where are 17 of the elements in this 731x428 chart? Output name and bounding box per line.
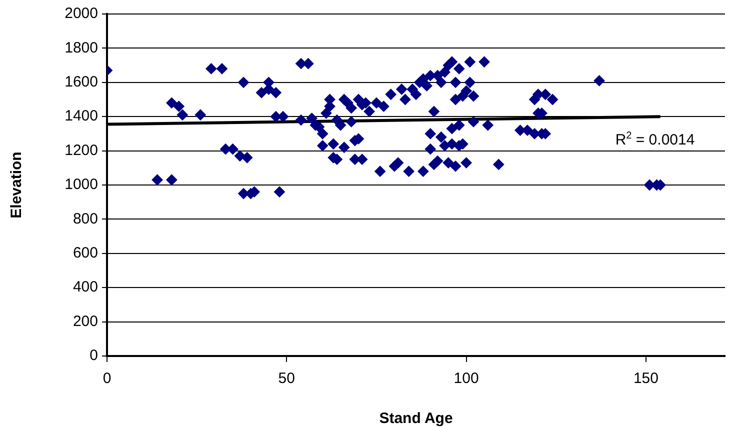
y-axis-title: Elevation — [8, 152, 26, 218]
y-tick-label: 1800 — [64, 39, 98, 56]
x-tick-label: 0 — [102, 370, 112, 388]
x-tick-label: 50 — [278, 370, 295, 388]
y-tick-label: 800 — [72, 210, 98, 228]
y-tick-label: 1400 — [64, 108, 98, 125]
y-tick-label: 200 — [72, 312, 98, 330]
y-tick-label: 2000 — [64, 5, 98, 22]
x-tick-label: 100 — [454, 370, 479, 388]
y-tick-label: 1200 — [64, 142, 98, 159]
y-tick-label: 1000 — [64, 176, 98, 194]
y-tick-label: 1600 — [64, 74, 98, 91]
y-tick-label: 600 — [72, 244, 98, 262]
y-tick-label: 400 — [72, 278, 98, 296]
x-axis-title: Stand Age — [379, 410, 453, 428]
x-tick-label: 150 — [633, 370, 658, 388]
y-tick-label: 0 — [90, 347, 98, 364]
